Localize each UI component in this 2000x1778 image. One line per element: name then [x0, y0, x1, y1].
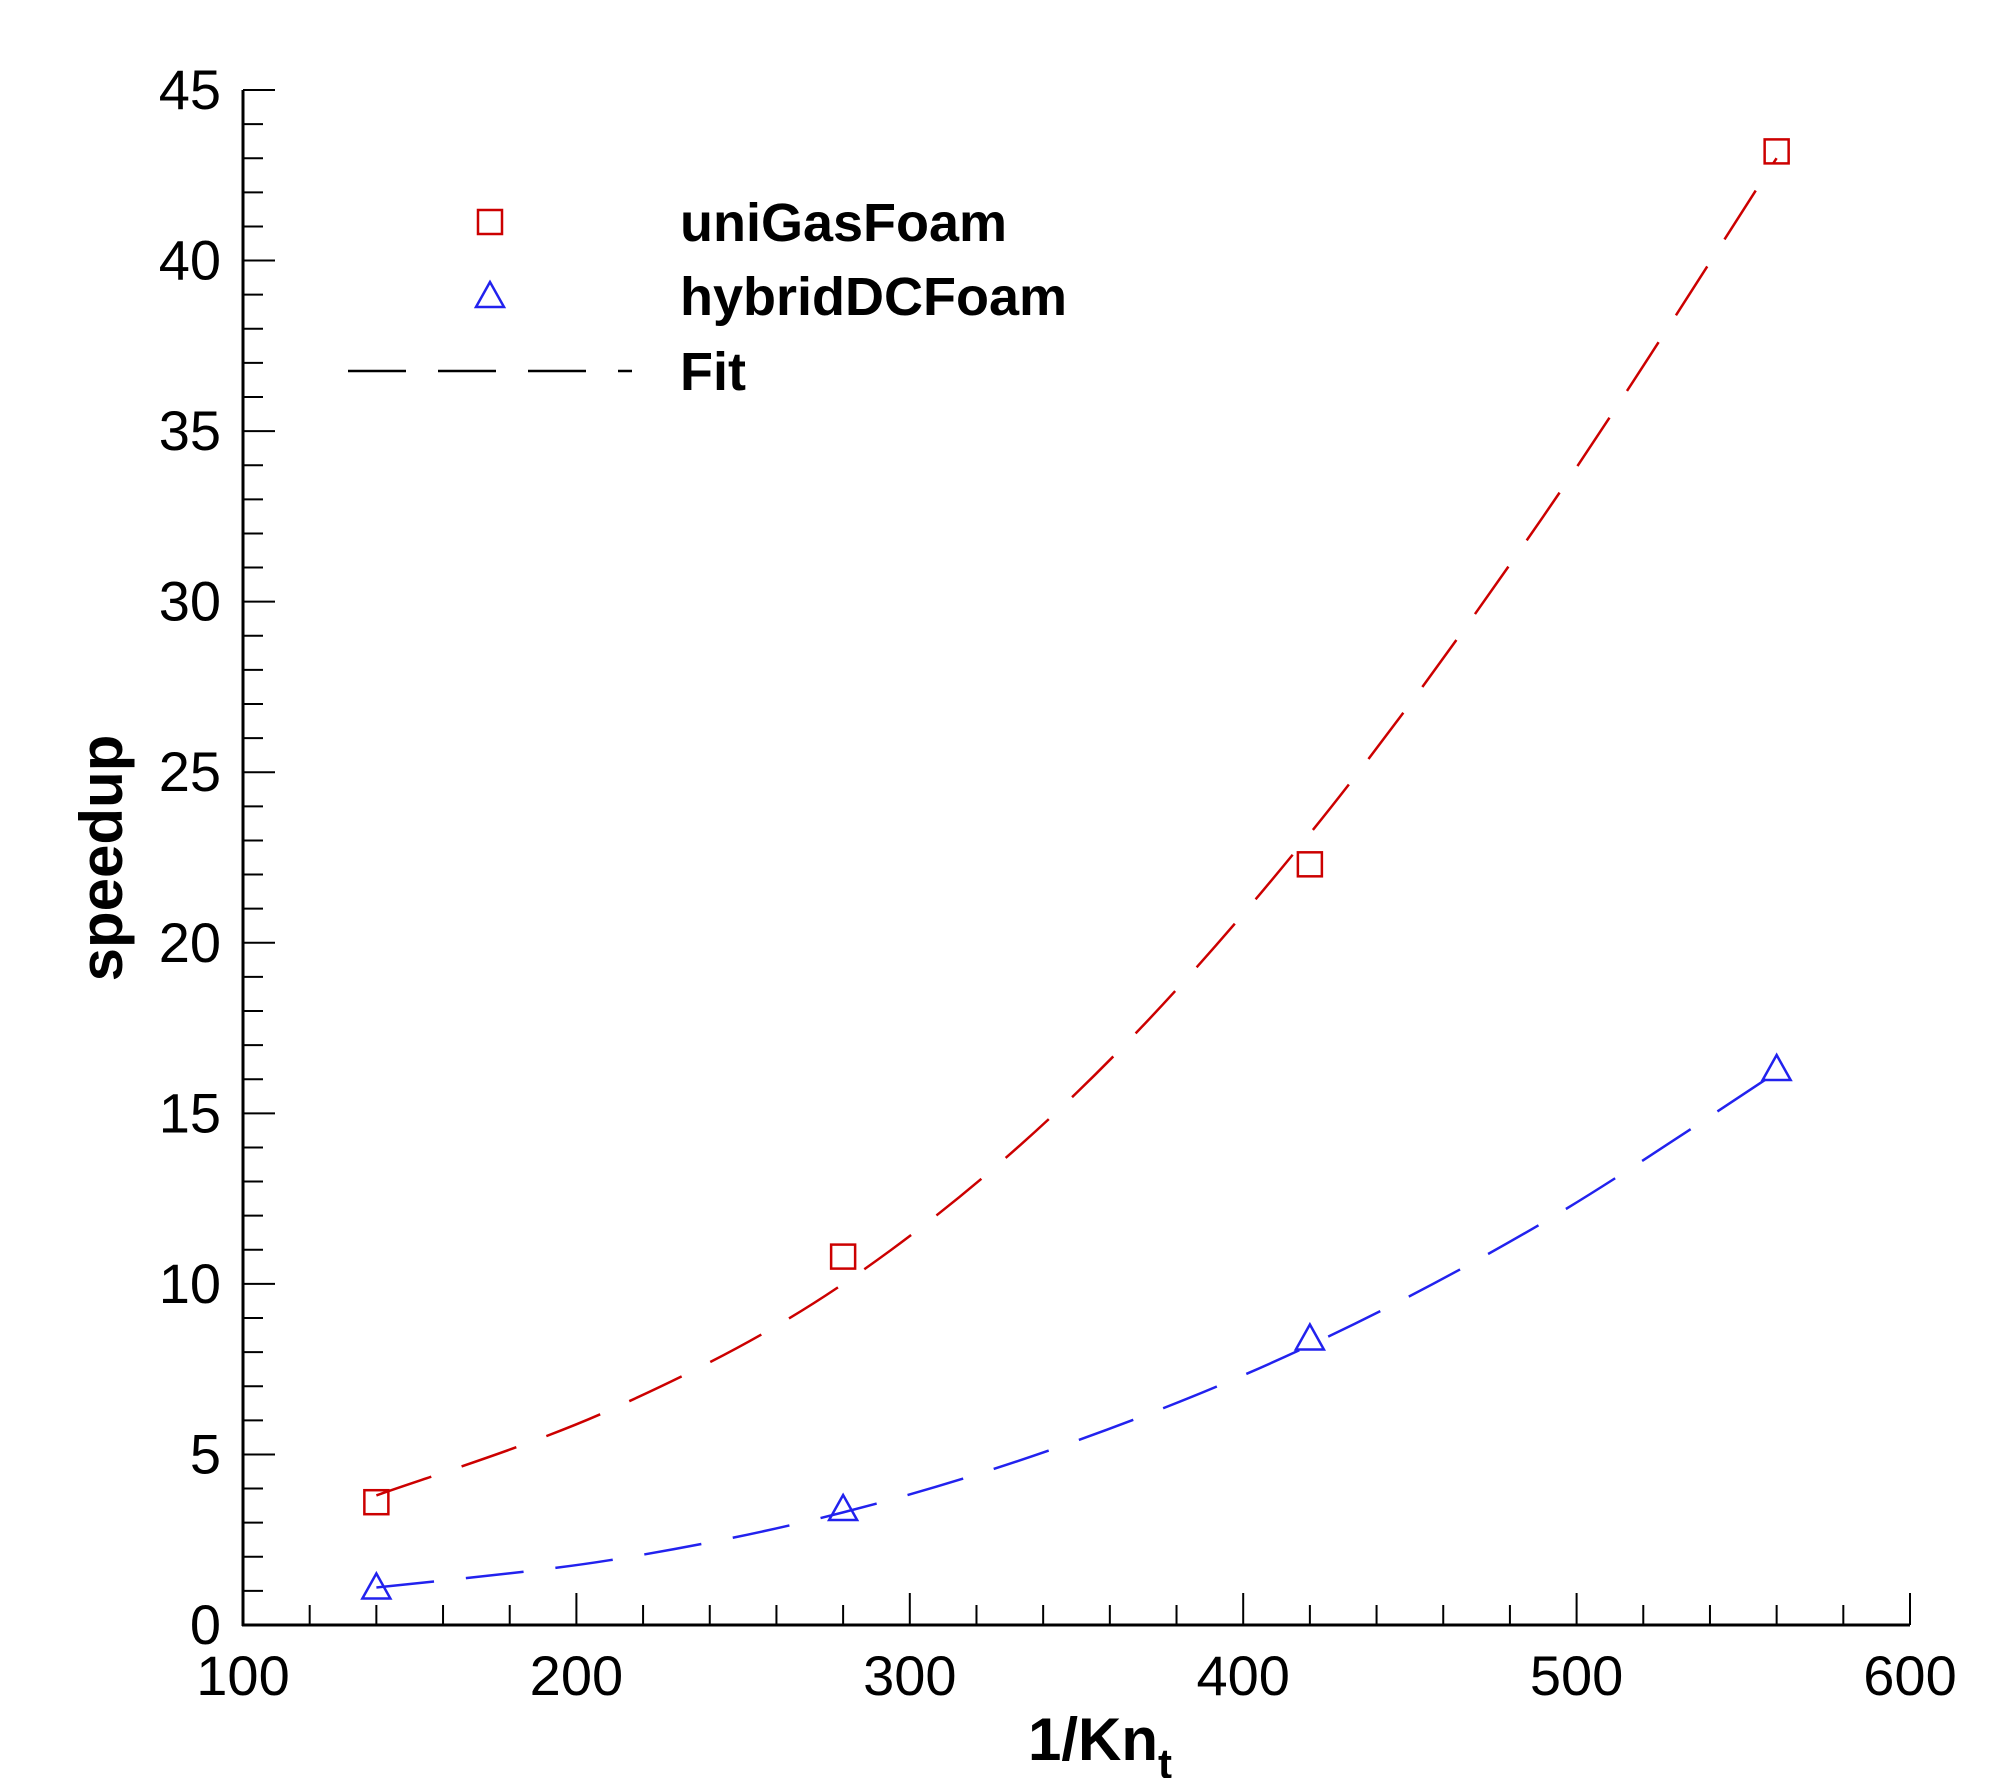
legend-label: uniGasFoam	[680, 193, 1007, 253]
data-point-hybridDCFoam	[1293, 1321, 1327, 1351]
x-tick-label: 600	[1863, 1644, 1956, 1707]
data-point-uniGasFoam	[1296, 851, 1324, 878]
y-tick-label: 35	[159, 399, 221, 462]
legend-marker-uniGasFoam	[476, 208, 504, 236]
legend-marker-hybridDCFoam	[473, 279, 507, 309]
legend: uniGasFoam hybridDCFoam Fit	[348, 193, 1067, 402]
axes: 0 5 10 15 20 25 30 35 40 45 100 200 300 400 500 600	[159, 58, 1957, 1707]
legend-label: Fit	[680, 342, 746, 402]
y-axis-title: speedup	[68, 735, 135, 982]
y-tick-label: 25	[159, 740, 221, 803]
y-tick-label: 5	[190, 1422, 221, 1485]
fit-curves	[375, 157, 1778, 1589]
y-tick-label: 30	[159, 570, 221, 633]
x-axis-title-main: 1/Kn	[1028, 1706, 1158, 1773]
data-markers	[360, 138, 1793, 1600]
data-point-hybridDCFoam	[826, 1492, 860, 1522]
y-tick-label: 15	[159, 1081, 221, 1144]
y-tick-label: 20	[159, 911, 221, 974]
x-tick-label: 200	[530, 1644, 623, 1707]
y-tick-label: 10	[159, 1252, 221, 1315]
y-tick-label: 0	[190, 1593, 221, 1656]
data-point-uniGasFoam	[363, 1488, 390, 1516]
data-point-hybridDCFoam	[360, 1570, 393, 1600]
x-tick-label: 400	[1196, 1644, 1289, 1707]
data-point-hybridDCFoam	[1760, 1052, 1793, 1082]
fit-curve-uniGasFoam	[375, 157, 1778, 1497]
data-point-uniGasFoam	[1763, 138, 1790, 165]
x-tick-label: 300	[863, 1644, 956, 1707]
fit-curve-hybridDCFoam	[376, 1071, 1778, 1589]
data-point-uniGasFoam	[829, 1243, 857, 1270]
x-tick-label: 500	[1530, 1644, 1623, 1707]
x-tick-label: 100	[196, 1644, 289, 1707]
legend-label: hybridDCFoam	[680, 267, 1067, 327]
y-tick-label: 40	[159, 229, 221, 292]
y-tick-label: 45	[159, 58, 221, 121]
x-axis-title-subscript: t	[1158, 1740, 1172, 1778]
x-axis-title: 1/Knt	[1028, 1706, 1172, 1778]
